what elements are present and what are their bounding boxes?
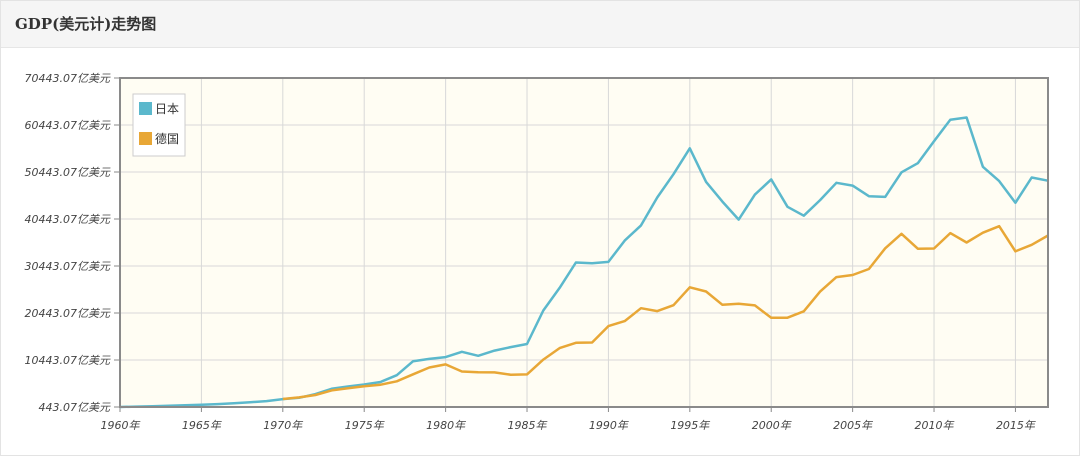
series-line-germany: [282, 224, 1049, 401]
y-tick-label: 70443.07亿美元: [25, 72, 111, 85]
x-tick-label: 1985年: [508, 419, 548, 432]
x-tick-label: 1965年: [182, 419, 222, 432]
y-tick-label: 10443.07亿美元: [25, 354, 111, 367]
x-tick-label: 1995年: [670, 419, 710, 432]
y-tick-label: 20443.07亿美元: [25, 307, 111, 320]
legend-swatch: [139, 102, 152, 115]
panel-header: GDP(美元计)走势图: [1, 1, 1079, 48]
y-tick-label: 60443.07亿美元: [25, 119, 111, 132]
legend-label: 日本: [155, 102, 179, 116]
x-tick-label: 1980年: [426, 419, 466, 432]
y-tick-label: 50443.07亿美元: [25, 166, 111, 179]
legend-label: 德国: [155, 131, 179, 146]
x-axis-ticks: 1960年 1965年 1970年 1975年 1980年 1985年 1990年 1995年…: [101, 407, 1036, 432]
legend-swatch: [139, 132, 152, 145]
x-tick-label: 1990年: [589, 419, 629, 432]
plot-background: [120, 78, 1048, 407]
x-tick-label: 2015年: [996, 419, 1036, 432]
x-tick-label: 2005年: [833, 419, 873, 432]
y-axis-ticks: 70443.07亿美元 60443.07亿美元 50443.07亿美元 40443.0…: [25, 72, 120, 414]
x-tick-label: 1975年: [345, 419, 385, 432]
y-tick-label: 443.07亿美元: [39, 401, 111, 414]
x-tick-label: 2000年: [752, 419, 792, 432]
chart-title: GDP(美元计)走势图: [15, 15, 157, 33]
x-tick-label: 2010年: [915, 419, 955, 432]
y-tick-label: 30443.07亿美元: [25, 260, 111, 273]
y-tick-label: 40443.07亿美元: [25, 213, 111, 226]
plot-frame: [119, 77, 1049, 408]
series-line-japan: [119, 116, 1049, 409]
series-lines: [119, 116, 1049, 409]
x-tick-label: 1970年: [263, 419, 303, 432]
x-tick-label: 1960年: [101, 419, 141, 432]
